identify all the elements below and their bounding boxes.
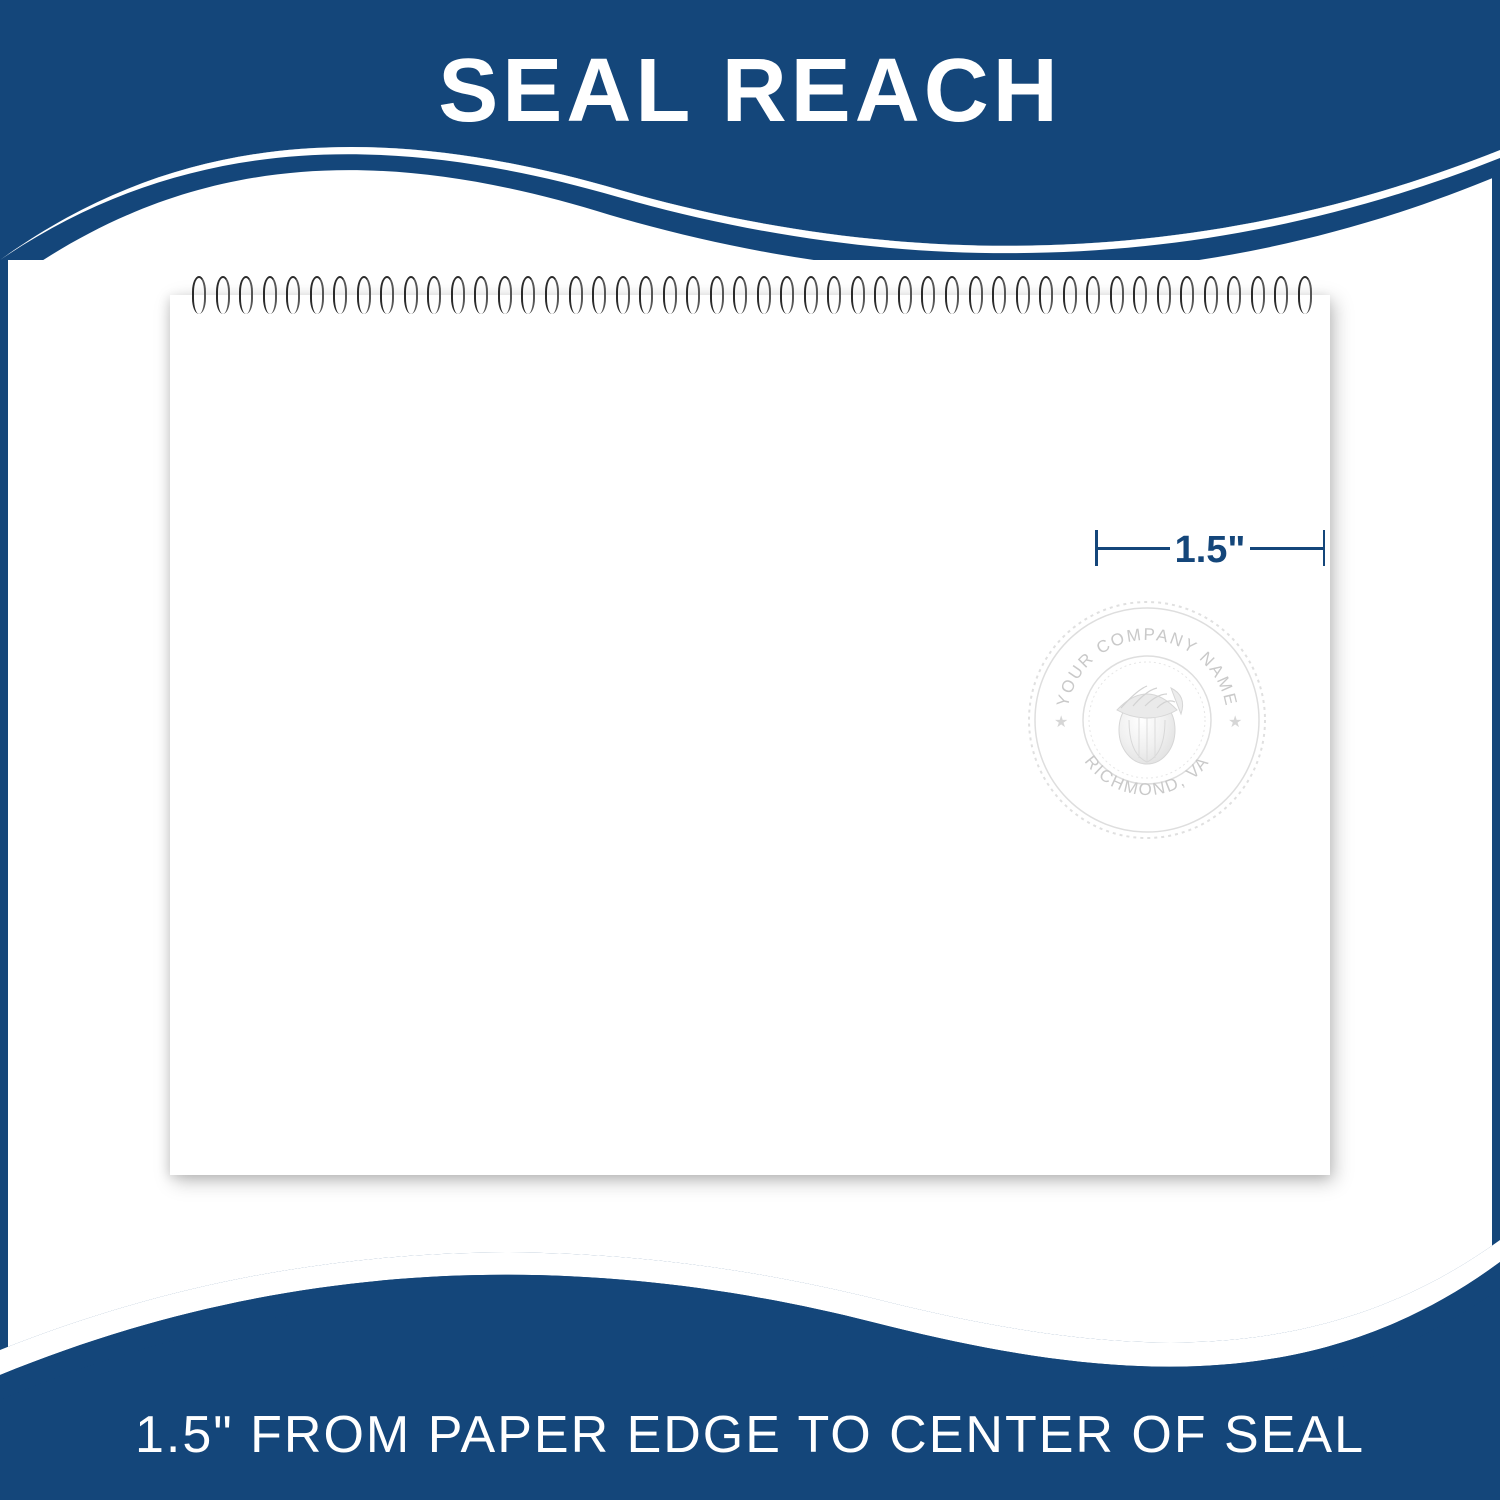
spiral-ring (1178, 276, 1192, 314)
measure-cap-right (1323, 530, 1326, 566)
spiral-ring (1014, 276, 1028, 314)
spiral-ring (919, 276, 933, 314)
spiral-ring (1037, 276, 1051, 314)
spiral-ring (261, 276, 275, 314)
spiral-ring (825, 276, 839, 314)
spiral-ring (1225, 276, 1239, 314)
spiral-ring (1084, 276, 1098, 314)
spiral-ring (778, 276, 792, 314)
spiral-ring (214, 276, 228, 314)
spiral-ring (425, 276, 439, 314)
spiral-ring (378, 276, 392, 314)
spiral-ring (472, 276, 486, 314)
spiral-ring (496, 276, 510, 314)
spiral-ring (308, 276, 322, 314)
spiral-ring (967, 276, 981, 314)
spiral-ring (731, 276, 745, 314)
spiral-ring (872, 276, 886, 314)
spiral-ring (449, 276, 463, 314)
spiral-ring (1249, 276, 1263, 314)
spiral-ring (237, 276, 251, 314)
spiral-ring (1202, 276, 1216, 314)
spiral-ring (896, 276, 910, 314)
measure-label: 1.5" (1170, 529, 1250, 572)
spiral-binding (190, 275, 1310, 315)
spiral-ring (1131, 276, 1145, 314)
page-title: SEAL REACH (0, 40, 1500, 143)
spiral-ring (943, 276, 957, 314)
spiral-ring (708, 276, 722, 314)
spiral-ring (755, 276, 769, 314)
spiral-ring (543, 276, 557, 314)
spiral-ring (284, 276, 298, 314)
embossed-seal: YOUR COMPANY NAME RICHMOND, VA ★ ★ (1022, 595, 1272, 845)
spiral-ring (402, 276, 416, 314)
spiral-ring (567, 276, 581, 314)
spiral-ring (1272, 276, 1286, 314)
spiral-ring (1155, 276, 1169, 314)
page-subtitle: 1.5" FROM PAPER EDGE TO CENTER OF SEAL (0, 1405, 1500, 1465)
spiral-ring (1296, 276, 1310, 314)
measure-cap-left (1095, 530, 1098, 566)
spiral-ring (637, 276, 651, 314)
measurement-indicator: 1.5" (1095, 523, 1325, 573)
spiral-ring (849, 276, 863, 314)
spiral-ring (331, 276, 345, 314)
spiral-ring (802, 276, 816, 314)
spiral-ring (661, 276, 675, 314)
spiral-ring (355, 276, 369, 314)
spiral-ring (590, 276, 604, 314)
spiral-ring (614, 276, 628, 314)
spiral-ring (684, 276, 698, 314)
spiral-ring (190, 276, 204, 314)
spiral-ring (990, 276, 1004, 314)
svg-text:★: ★ (1054, 714, 1068, 731)
spiral-ring (1108, 276, 1122, 314)
spiral-ring (1061, 276, 1075, 314)
svg-text:★: ★ (1228, 714, 1242, 731)
spiral-ring (519, 276, 533, 314)
